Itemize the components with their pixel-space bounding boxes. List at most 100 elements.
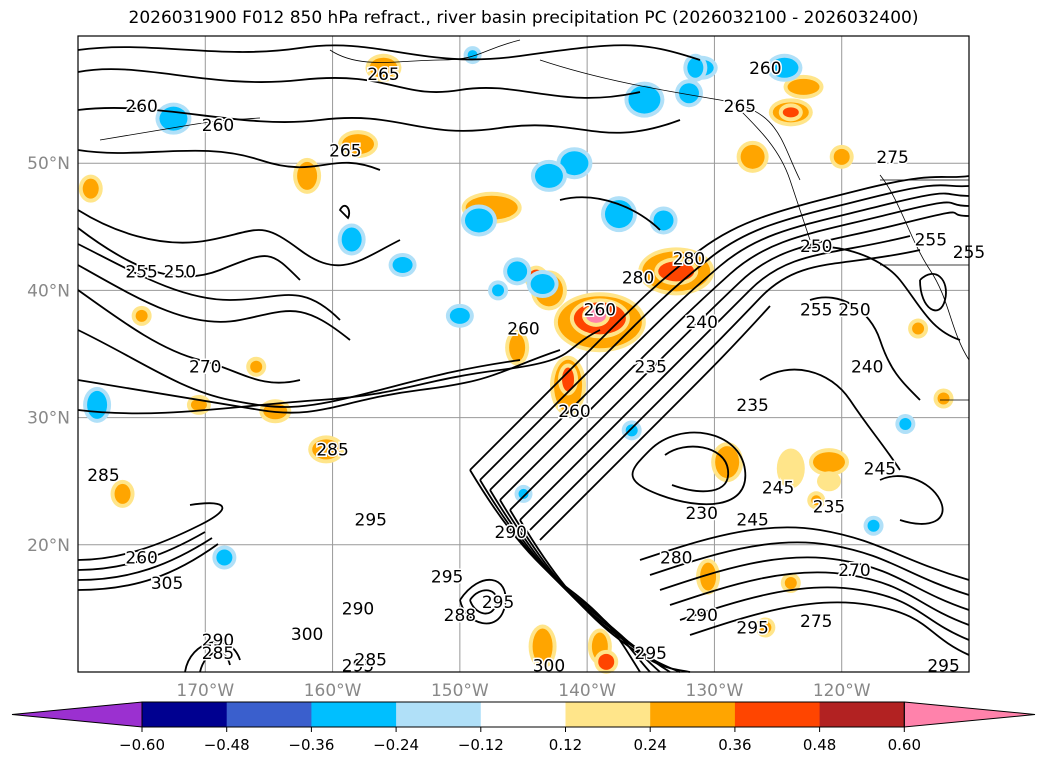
- coastline-segment: [880, 179, 969, 401]
- precip-cell: [812, 452, 845, 473]
- coastline-segment: [739, 109, 811, 241]
- contour-line: [519, 519, 691, 673]
- contour-label: 265: [724, 97, 756, 117]
- colorbar-segment: [226, 702, 312, 727]
- precip-cell-neg: [653, 210, 674, 231]
- contour-line: [689, 601, 970, 656]
- precip-cell: [784, 576, 797, 589]
- contour-line: [77, 289, 301, 384]
- contour-line: [77, 543, 219, 591]
- colorbar-frame: [141, 701, 905, 728]
- map-title: 2026031900 F012 850 hPa refract., river …: [128, 8, 919, 28]
- colorbar-segment: [480, 702, 566, 727]
- contour-label: 290: [202, 631, 234, 651]
- precip-cell: [532, 628, 553, 665]
- lon-label: 160°W: [304, 681, 362, 701]
- precip-cell: [342, 134, 375, 155]
- precip-cell: [135, 309, 148, 322]
- contour-line: [77, 243, 341, 321]
- contour-label: 295: [431, 568, 463, 588]
- contour-line: [77, 264, 351, 341]
- colorbar-tick-label: 0.60: [888, 736, 921, 754]
- contour-line: [679, 586, 970, 641]
- precip-cell: [740, 144, 765, 169]
- precip-cell: [782, 107, 799, 118]
- precip-cell: [114, 483, 131, 504]
- colorbar-underflow: [11, 701, 143, 728]
- contour-label: 290: [495, 523, 527, 543]
- contour-label: 260: [507, 320, 539, 340]
- contour-label: 295: [635, 644, 667, 664]
- precip-cell-neg: [492, 284, 505, 297]
- colorbar-tick-label: 0.12: [549, 736, 582, 754]
- contour-label: 270: [838, 561, 870, 581]
- colorbar-tick-label: −0.60: [119, 736, 165, 754]
- precip-cell-neg: [534, 163, 563, 188]
- precip-cell: [82, 178, 99, 199]
- contour-line: [77, 329, 521, 408]
- precip-cell-neg: [687, 57, 704, 78]
- contour-label: 290: [342, 599, 374, 619]
- precip-cell-neg: [867, 519, 880, 532]
- contour-label: 300: [533, 657, 565, 677]
- refractivity-contours: [77, 44, 970, 673]
- contour-line: [649, 541, 970, 596]
- contour-line: [77, 349, 561, 414]
- precip-cell-neg: [467, 50, 478, 61]
- colorbar-tick-label: −0.48: [204, 736, 250, 754]
- contour-line: [489, 192, 970, 491]
- contour-line: [499, 201, 970, 501]
- coastline-segment: [539, 59, 801, 181]
- precip-cell-neg: [341, 227, 362, 252]
- contour-line: [469, 589, 498, 615]
- contour-line: [199, 651, 231, 673]
- contour-line: [664, 445, 729, 493]
- precip-cell: [509, 333, 526, 362]
- precip-cell: [912, 322, 925, 335]
- contour-label: 265: [329, 141, 361, 161]
- contour-label: 235: [635, 358, 667, 378]
- contour-line: [77, 227, 301, 281]
- precip-cell: [250, 360, 263, 373]
- lat-label: 30°N: [27, 409, 70, 429]
- colorbar-segment: [142, 702, 228, 727]
- contour-line: [77, 502, 224, 561]
- contour-label: 270: [189, 358, 221, 378]
- contour-line: [77, 537, 213, 581]
- contour-line: [479, 184, 970, 481]
- contour-label: 255: [800, 300, 832, 320]
- precip-cell-neg: [87, 390, 108, 419]
- contour-label: 285: [355, 650, 387, 670]
- map-frame: [77, 35, 970, 673]
- colorbar-segment: [396, 702, 482, 727]
- precip-cell: [700, 562, 717, 591]
- colorbar-tick-label: 0.24: [633, 736, 666, 754]
- contour-line: [631, 431, 747, 506]
- lat-label: 20°N: [27, 536, 70, 556]
- contour-line: [509, 211, 970, 511]
- precip-cell-neg: [530, 274, 555, 295]
- colorbar-tick-label: −0.24: [373, 736, 419, 754]
- precip-cell-neg: [507, 261, 528, 282]
- lon-label: 170°W: [176, 681, 234, 701]
- contour-line: [659, 556, 970, 611]
- contour-label: 255: [915, 231, 947, 251]
- contour-line: [77, 531, 206, 571]
- precip-cell-neg: [770, 57, 799, 78]
- contour-label: 260: [202, 116, 234, 136]
- contour-line: [559, 196, 661, 231]
- contour-line: [77, 107, 681, 134]
- contour-label: 295: [736, 618, 768, 638]
- contour-label: 260: [125, 549, 157, 569]
- precip-cell: [780, 452, 801, 485]
- precip-cell: [937, 392, 950, 405]
- contour-line: [184, 641, 241, 673]
- colorbar-segment: [734, 702, 821, 727]
- contour-line: [639, 526, 970, 581]
- contour-label: 300: [291, 625, 323, 645]
- contour-label: 295: [482, 593, 514, 613]
- precip-cell: [562, 367, 575, 392]
- precip-cell: [297, 161, 318, 190]
- colorbar-tick-label: 0.48: [803, 736, 836, 754]
- contour-labels: 260 260 265 265 260 265 275 255 250 255 250 255 280 2…: [86, 57, 987, 678]
